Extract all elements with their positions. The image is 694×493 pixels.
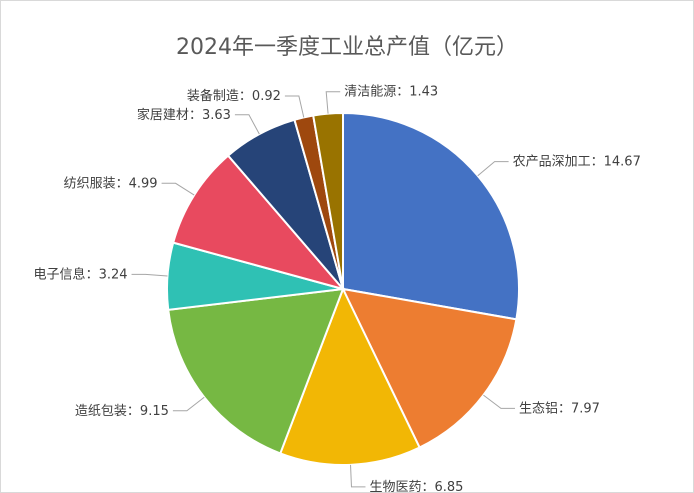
label-separator: ： <box>86 267 99 282</box>
label-value: 6.85 <box>435 479 464 493</box>
label-value: 1.43 <box>409 84 438 99</box>
leader-line <box>477 161 509 177</box>
data-label: 农产品深加工：14.67 <box>513 154 641 169</box>
label-category: 农产品深加工 <box>513 154 591 169</box>
data-label: 生物医药：6.85 <box>369 479 463 493</box>
pie-slice <box>171 154 346 291</box>
label-separator: ： <box>396 84 409 99</box>
label-value: 3.24 <box>99 267 128 282</box>
label-value: 7.97 <box>571 401 600 416</box>
label-value: 9.15 <box>140 403 169 418</box>
data-label: 生态铝：7.97 <box>519 401 600 416</box>
leader-line <box>234 114 260 135</box>
label-category: 生物医药 <box>369 479 421 493</box>
label-separator: ： <box>421 479 434 493</box>
label-separator: ： <box>239 88 252 103</box>
label-value: 14.67 <box>604 154 641 169</box>
data-label: 纺织服装：4.99 <box>64 176 158 191</box>
label-category: 清洁能源 <box>344 84 396 99</box>
leader-line <box>131 273 168 277</box>
label-category: 生态铝 <box>519 401 558 416</box>
leader-line <box>483 394 515 409</box>
label-separator: ： <box>591 154 604 169</box>
data-label: 清洁能源：1.43 <box>344 84 438 99</box>
data-label: 电子信息：3.24 <box>34 266 128 282</box>
pie-slice <box>278 286 421 466</box>
label-separator: ： <box>558 401 571 416</box>
leader-line <box>284 95 305 118</box>
label-separator: ： <box>189 107 202 122</box>
leader-line <box>325 91 341 114</box>
label-separator: ： <box>127 403 140 418</box>
label-value: 4.99 <box>129 176 158 191</box>
data-label: 装备制造：0.92 <box>187 87 281 103</box>
data-label: 家居建材：3.63 <box>137 106 231 122</box>
data-label: 造纸包装：9.15 <box>75 403 169 418</box>
pie-slice <box>342 111 520 321</box>
label-value: 3.63 <box>202 107 231 122</box>
label-category: 家居建材 <box>137 106 189 122</box>
chart-title: 2024年一季度工业总产值（亿元） <box>176 35 518 60</box>
label-category: 装备制造 <box>187 87 239 103</box>
label-value: 0.92 <box>252 88 281 103</box>
label-category: 纺织服装 <box>64 176 116 191</box>
label-category: 电子信息 <box>34 266 86 282</box>
label-separator: ： <box>116 176 129 191</box>
leader-line <box>350 464 366 488</box>
leader-line <box>161 182 195 196</box>
leader-line <box>172 396 205 412</box>
label-category: 造纸包装 <box>75 403 127 418</box>
